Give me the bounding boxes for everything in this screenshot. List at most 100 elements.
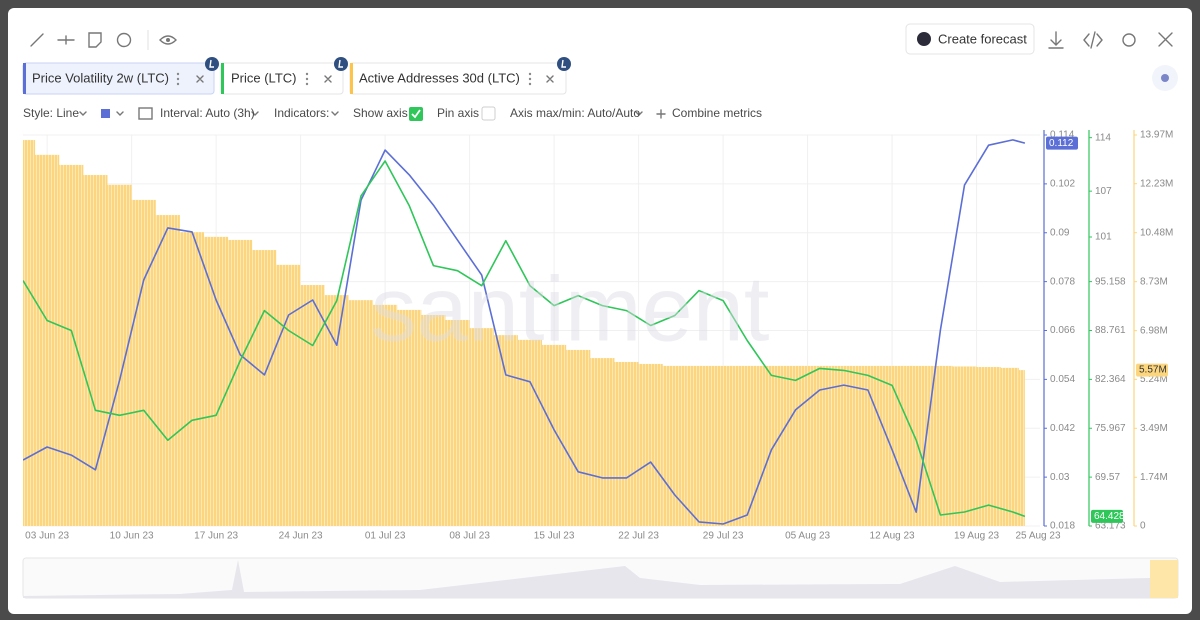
- last-value-label: 64.428: [1094, 511, 1125, 522]
- interval-control[interactable]: Interval: Auto (3h): [160, 106, 255, 120]
- forecast-button[interactable]: [905, 23, 1035, 55]
- chevrons: [79, 111, 643, 116]
- navigator-window[interactable]: [1150, 560, 1178, 598]
- view-tool[interactable]: [159, 35, 177, 45]
- show-axis-checkbox[interactable]: [409, 107, 423, 121]
- bar: [35, 154, 60, 526]
- bar: [204, 236, 229, 527]
- x-tick-label: 10 Jun 23: [110, 531, 154, 542]
- y-tick-label: 0.03: [1050, 472, 1070, 483]
- last-value-label: 5.57M: [1139, 365, 1167, 376]
- bar: [1000, 367, 1019, 526]
- y-tick-label: 12.23M: [1140, 178, 1173, 189]
- bar: [131, 199, 156, 527]
- settings-icon[interactable]: [1122, 33, 1136, 47]
- plus-icon: [656, 109, 666, 119]
- y-tick-label: 95.158: [1095, 276, 1126, 287]
- bar: [59, 164, 84, 526]
- y-tick-label: 75.967: [1095, 423, 1126, 434]
- bar: [614, 361, 639, 526]
- y-tick-label: 5.24M: [1140, 374, 1168, 385]
- bar: [855, 365, 881, 526]
- ray-tool[interactable]: [57, 35, 75, 45]
- y-tick-label: 0.042: [1050, 423, 1075, 434]
- toggle-dot: [1161, 74, 1169, 82]
- bar: [469, 328, 494, 526]
- bar: [638, 363, 663, 526]
- bar: [348, 300, 374, 526]
- x-tick-label: 24 Jun 23: [279, 531, 323, 542]
- y-tick-label: 101: [1095, 232, 1112, 243]
- color-swatch[interactable]: [101, 109, 110, 118]
- line-tool[interactable]: [30, 33, 44, 47]
- bar: [952, 366, 977, 526]
- bar: [155, 215, 180, 526]
- last-value-badge: [1046, 136, 1078, 150]
- y-tick-label: 107: [1095, 186, 1112, 197]
- x-tick-label: 01 Jul 23: [365, 531, 406, 542]
- bar: [686, 365, 712, 526]
- interval-icon: [138, 107, 153, 120]
- bar: [759, 365, 784, 526]
- bar: [807, 365, 832, 526]
- tab-label: Price Volatility 2w (LTC): [32, 70, 169, 85]
- y-tick-label: 0.066: [1050, 325, 1075, 336]
- y-tick-label: 0.054: [1050, 374, 1075, 385]
- line-series: [23, 139, 1026, 525]
- y-tick-label: 10.48M: [1140, 227, 1173, 238]
- indicators-control[interactable]: Indicators:: [274, 106, 329, 120]
- bar: [23, 140, 36, 526]
- x-tick-label: 03 Jun 23: [25, 531, 69, 542]
- embed-icon[interactable]: [1083, 31, 1103, 49]
- bar: [228, 239, 253, 527]
- tab-accent: [23, 63, 26, 94]
- y-tick-label: 8.73M: [1140, 276, 1168, 287]
- tab-label: Active Addresses 30d (LTC): [359, 70, 520, 85]
- bar: [976, 367, 1001, 526]
- x-tick-label: 08 Jul 23: [449, 531, 490, 542]
- note-tool[interactable]: [88, 32, 102, 48]
- y-tick-label: 1.74M: [1140, 472, 1168, 483]
- bar: [300, 285, 325, 526]
- tab-accent: [221, 63, 224, 94]
- bar: [179, 232, 205, 527]
- bar: [493, 335, 518, 526]
- y-tick-label: 0.018: [1050, 521, 1075, 532]
- bar: [711, 365, 736, 526]
- last-value-label: 0.112: [1049, 138, 1074, 149]
- pin-axis-label: Pin axis: [437, 106, 479, 120]
- bar: [662, 365, 687, 526]
- bar: [421, 314, 446, 526]
- emoji-tool[interactable]: [116, 32, 132, 48]
- bar: [1018, 370, 1025, 526]
- bar: [397, 309, 422, 526]
- watermark: santiment: [371, 258, 770, 360]
- check: [411, 109, 421, 119]
- line-series: [23, 160, 1026, 518]
- bar: [107, 184, 132, 526]
- download-icon[interactable]: [1048, 31, 1064, 49]
- combine-control[interactable]: Combine metrics: [672, 106, 762, 120]
- y-tick-label: 0.102: [1050, 179, 1075, 190]
- x-tick-label: 22 Jul 23: [618, 531, 659, 542]
- y-tick-label: 0: [1140, 521, 1146, 532]
- y-tick-label: 88.761: [1095, 325, 1126, 336]
- bar: [373, 304, 398, 526]
- y-tick-label: 13.97M: [1140, 130, 1173, 141]
- y-tick-label: 3.49M: [1140, 423, 1168, 434]
- bar: [83, 175, 108, 526]
- close-icon[interactable]: [1158, 32, 1173, 47]
- bar: [542, 344, 567, 526]
- show-axis-label: Show axis: [353, 106, 408, 120]
- y-tick-label: 82.364: [1095, 374, 1126, 385]
- x-tick-label: 15 Jul 23: [534, 531, 575, 542]
- y-tick-label: 0.09: [1050, 227, 1070, 238]
- axis-minmax-control[interactable]: Axis max/min: Auto/Auto: [510, 106, 640, 120]
- y-tick-label: 0.114: [1050, 130, 1075, 141]
- x-tick-label: 19 Aug 23: [954, 531, 999, 542]
- plot: [23, 134, 1040, 527]
- tab-accent: [350, 63, 353, 94]
- last-value-badge: [1136, 363, 1168, 377]
- pin-axis-checkbox[interactable]: [481, 106, 496, 121]
- style-control[interactable]: Style: Line: [23, 106, 79, 120]
